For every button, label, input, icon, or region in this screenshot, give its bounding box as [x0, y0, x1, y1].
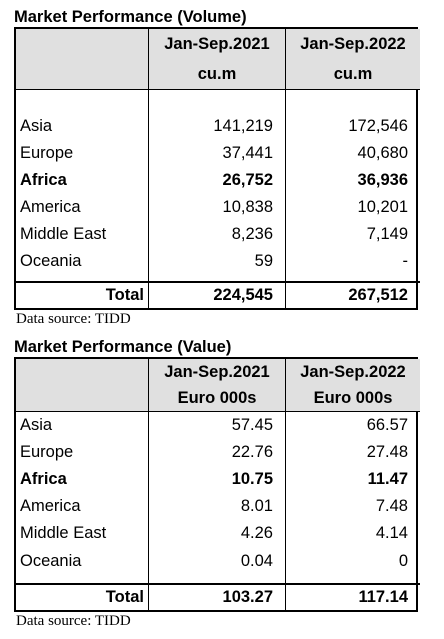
- value-row-label: Asia: [16, 411, 149, 439]
- value-total-label: Total: [16, 583, 149, 610]
- value-row-label: Africa: [16, 466, 149, 493]
- value-col-2022: Jan-Sep.2022: [286, 359, 420, 386]
- volume-row-value-2021: 37,441: [149, 140, 286, 167]
- value-table-title: Market Performance (Value): [14, 338, 232, 356]
- value-row-label: Oceania: [16, 547, 149, 575]
- value-header-blank: [16, 359, 149, 411]
- value-row-value-2022: 11.47: [367, 470, 408, 488]
- volume-unit-2022: cu.m: [286, 59, 420, 89]
- value-row-value-2021: 10.75: [149, 466, 286, 493]
- volume-row-value-2021: 141,219: [149, 113, 286, 140]
- volume-unit-2021: cu.m: [149, 59, 286, 89]
- volume-row-value-2022: 36,936: [357, 171, 408, 189]
- volume-data-source: Data source: TIDD: [16, 311, 131, 327]
- value-section: Market Performance (Value) Jan-Sep.2021 …: [14, 337, 420, 630]
- volume-row-value-2022: 172,546: [348, 117, 408, 135]
- value-unit-2021: Euro 000s: [149, 386, 286, 411]
- volume-col-2022: Jan-Sep.2022: [286, 29, 420, 59]
- volume-header-blank: [16, 29, 149, 89]
- value-row-label: America: [16, 493, 149, 520]
- volume-row-label: Africa: [16, 167, 149, 194]
- volume-row-label: Europe: [16, 140, 149, 167]
- volume-row-value-2022: 40,680: [357, 144, 408, 162]
- volume-row-label: Oceania: [16, 248, 149, 275]
- volume-row-label: America: [16, 194, 149, 221]
- value-row-value-2021: 0.04: [149, 547, 286, 575]
- value-total-2021: 103.27: [149, 583, 286, 610]
- volume-total-2021: 224,545: [149, 281, 286, 308]
- value-row-value-2021: 8.01: [149, 493, 286, 520]
- volume-row-value-2021: 26,752: [149, 167, 286, 194]
- volume-table-title: Market Performance (Volume): [14, 8, 247, 26]
- volume-total-label: Total: [16, 281, 149, 308]
- volume-row-value-2021: 10,838: [149, 194, 286, 221]
- volume-row-value-2022: -: [402, 252, 409, 270]
- value-unit-2022: Euro 000s: [286, 386, 420, 411]
- volume-col-2021: Jan-Sep.2021: [149, 29, 286, 59]
- value-row-value-2021: 22.76: [149, 439, 286, 466]
- value-row-label: Europe: [16, 439, 149, 466]
- volume-table: Jan-Sep.2021 Jan-Sep.2022 cu.m cu.m Asia…: [14, 27, 420, 310]
- value-row-label: Middle East: [16, 520, 149, 547]
- value-data-source: Data source: TIDD: [16, 613, 131, 629]
- value-row-value-2022: 66.57: [286, 411, 420, 439]
- volume-row-label: Asia: [16, 113, 149, 140]
- volume-row-value-2021: 59: [149, 248, 286, 275]
- value-row-value-2022: 0: [398, 551, 408, 570]
- value-row-value-2021: 57.45: [149, 411, 286, 439]
- value-row-value-2022: 7.48: [375, 497, 408, 515]
- value-total-2022: 117.14: [286, 583, 420, 610]
- volume-row-value-2021: 8,236: [149, 221, 286, 248]
- value-col-2021: Jan-Sep.2021: [149, 359, 286, 386]
- volume-row-value-2022: 7,149: [366, 225, 408, 243]
- value-row-value-2021: 4.26: [149, 520, 286, 547]
- value-table: Jan-Sep.2021 Jan-Sep.2022 Euro 000s Euro…: [14, 357, 420, 612]
- value-row-value-2022: 27.48: [366, 443, 408, 461]
- volume-section: Market Performance (Volume) Jan-Sep.2021…: [14, 7, 420, 328]
- value-row-value-2022: 4.14: [375, 524, 408, 542]
- volume-total-2022: 267,512: [286, 281, 420, 308]
- volume-row-label: Middle East: [16, 221, 149, 248]
- volume-row-value-2022: 10,201: [357, 198, 408, 216]
